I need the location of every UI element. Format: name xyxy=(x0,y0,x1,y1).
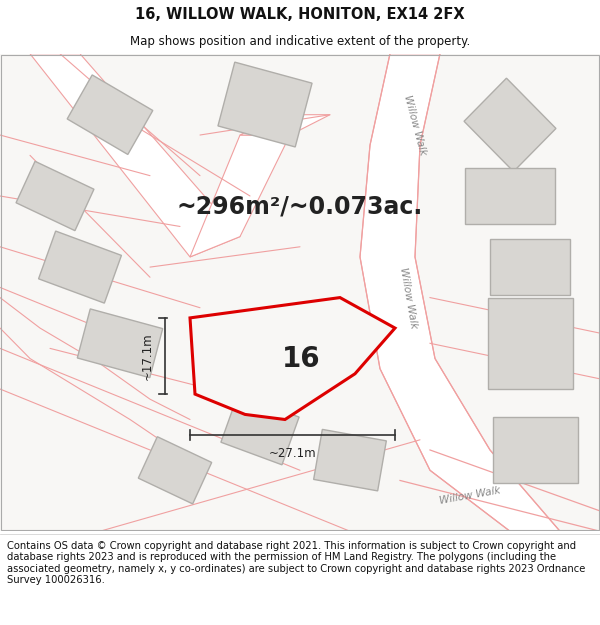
Text: Willow Walk: Willow Walk xyxy=(439,486,502,506)
Polygon shape xyxy=(139,437,212,504)
Polygon shape xyxy=(464,78,556,171)
Polygon shape xyxy=(360,54,560,531)
Text: 16: 16 xyxy=(282,344,321,372)
Text: Willow Walk: Willow Walk xyxy=(402,94,428,156)
Text: ~27.1m: ~27.1m xyxy=(269,446,316,459)
Polygon shape xyxy=(16,161,94,231)
Polygon shape xyxy=(190,298,395,419)
Polygon shape xyxy=(38,231,121,303)
Polygon shape xyxy=(190,135,290,257)
Polygon shape xyxy=(465,168,555,224)
Polygon shape xyxy=(77,309,163,378)
Text: 16, WILLOW WALK, HONITON, EX14 2FX: 16, WILLOW WALK, HONITON, EX14 2FX xyxy=(135,7,465,22)
Text: Map shows position and indicative extent of the property.: Map shows position and indicative extent… xyxy=(130,36,470,48)
Polygon shape xyxy=(30,54,240,257)
Polygon shape xyxy=(67,75,153,154)
Polygon shape xyxy=(221,394,299,465)
Polygon shape xyxy=(314,429,386,491)
Polygon shape xyxy=(490,239,570,295)
Polygon shape xyxy=(493,417,577,483)
Text: ~296m²/~0.073ac.: ~296m²/~0.073ac. xyxy=(177,194,423,218)
Polygon shape xyxy=(487,298,572,389)
Text: Contains OS data © Crown copyright and database right 2021. This information is : Contains OS data © Crown copyright and d… xyxy=(7,541,586,586)
Text: ~17.1m: ~17.1m xyxy=(140,332,154,380)
Polygon shape xyxy=(240,115,330,135)
Text: Willow Walk: Willow Walk xyxy=(398,266,418,329)
Polygon shape xyxy=(218,62,312,147)
